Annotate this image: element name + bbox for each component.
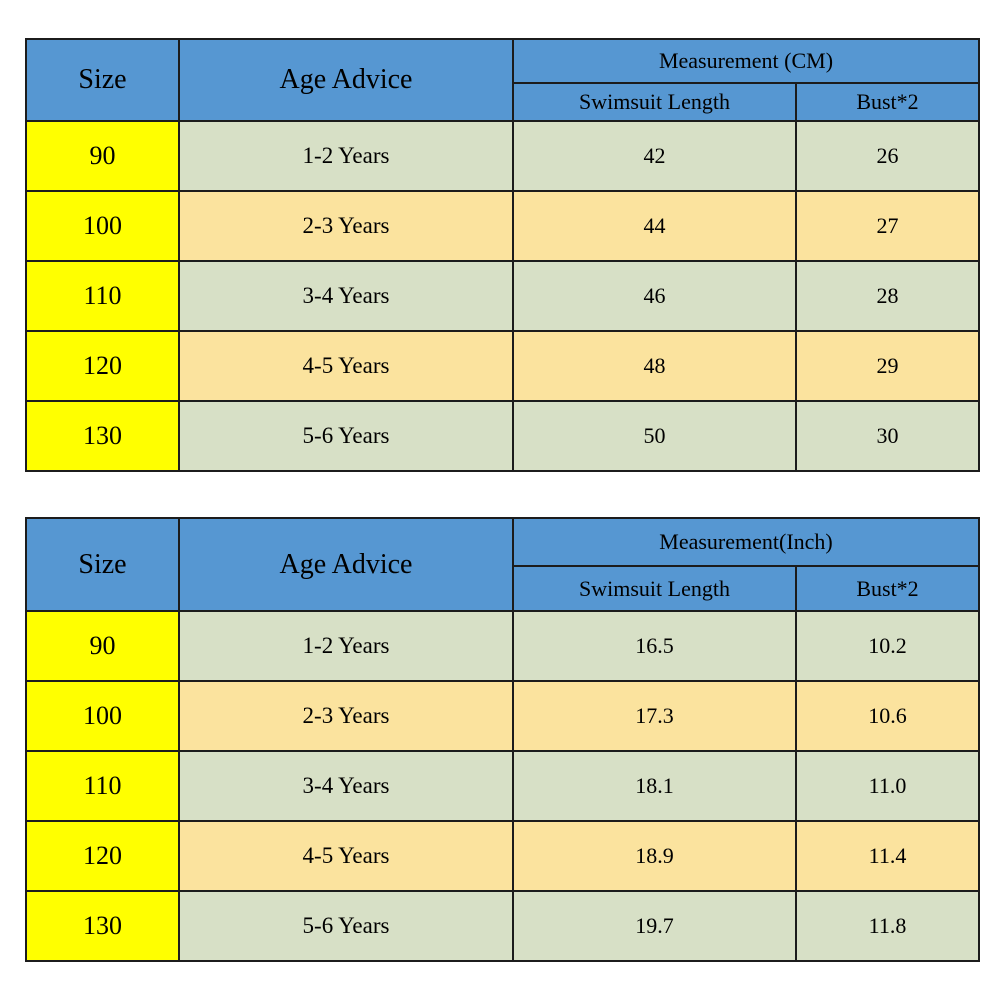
size-value: 130 (25, 890, 180, 962)
age-advice-value: 5-6 Years (178, 890, 514, 962)
age-advice-value: 5-6 Years (178, 400, 514, 472)
column-header-age-advice: Age Advice (178, 517, 514, 612)
swimsuit-length-value: 18.1 (512, 750, 797, 822)
age-advice-value: 4-5 Years (178, 330, 514, 402)
swimsuit-length-value: 44 (512, 190, 797, 262)
table-row: 130 5-6 Years 50 30 (25, 400, 980, 472)
bust-value: 11.8 (794, 890, 981, 962)
column-header-age-advice: Age Advice (178, 38, 514, 122)
size-chart-table-cm: Size Age Advice Measurement (CM) Swimsui… (25, 38, 980, 472)
size-value: 120 (25, 820, 180, 892)
swimsuit-length-value: 50 (512, 400, 797, 472)
swimsuit-length-value: 17.3 (512, 680, 797, 752)
column-header-swimsuit-length: Swimsuit Length (512, 565, 797, 612)
bust-value: 10.6 (794, 680, 981, 752)
column-group-header-measurement-cm: Measurement (CM) (512, 38, 980, 84)
column-header-bust: Bust*2 (795, 82, 980, 122)
bust-value: 11.0 (794, 750, 981, 822)
size-value: 100 (25, 190, 180, 262)
column-header-size: Size (25, 517, 180, 612)
table-row: 100 2-3 Years 44 27 (25, 190, 980, 262)
table-row: 130 5-6 Years 19.7 11.8 (25, 890, 981, 962)
bust-value: 27 (795, 190, 980, 262)
bust-value: 11.4 (794, 820, 981, 892)
swimsuit-length-value: 42 (512, 120, 797, 192)
bust-value: 29 (795, 330, 980, 402)
column-header-bust: Bust*2 (794, 565, 981, 612)
table-row: 120 4-5 Years 18.9 11.4 (25, 820, 981, 892)
size-value: 100 (25, 680, 180, 752)
size-value: 130 (25, 400, 180, 472)
size-value: 110 (25, 750, 180, 822)
bust-value: 26 (795, 120, 980, 192)
table-row: 110 3-4 Years 46 28 (25, 260, 980, 332)
bust-value: 10.2 (794, 610, 981, 682)
size-chart-table-inch: Size Age Advice Measurement(Inch) Swimsu… (25, 517, 981, 962)
table-row: 90 1-2 Years 16.5 10.2 (25, 610, 981, 682)
age-advice-value: 1-2 Years (178, 610, 514, 682)
swimsuit-length-value: 48 (512, 330, 797, 402)
table-row: 120 4-5 Years 48 29 (25, 330, 980, 402)
table-row: 110 3-4 Years 18.1 11.0 (25, 750, 981, 822)
column-header-size: Size (25, 38, 180, 122)
column-header-swimsuit-length: Swimsuit Length (512, 82, 797, 122)
swimsuit-length-value: 16.5 (512, 610, 797, 682)
bust-value: 28 (795, 260, 980, 332)
age-advice-value: 1-2 Years (178, 120, 514, 192)
age-advice-value: 3-4 Years (178, 260, 514, 332)
size-value: 110 (25, 260, 180, 332)
size-value: 120 (25, 330, 180, 402)
age-advice-value: 2-3 Years (178, 190, 514, 262)
age-advice-value: 4-5 Years (178, 820, 514, 892)
age-advice-value: 3-4 Years (178, 750, 514, 822)
table-row: 90 1-2 Years 42 26 (25, 120, 980, 192)
swimsuit-length-value: 18.9 (512, 820, 797, 892)
table-row: 100 2-3 Years 17.3 10.6 (25, 680, 981, 752)
bust-value: 30 (795, 400, 980, 472)
size-value: 90 (25, 610, 180, 682)
swimsuit-length-value: 19.7 (512, 890, 797, 962)
age-advice-value: 2-3 Years (178, 680, 514, 752)
swimsuit-length-value: 46 (512, 260, 797, 332)
column-group-header-measurement-inch: Measurement(Inch) (511, 517, 981, 567)
size-value: 90 (25, 120, 180, 192)
